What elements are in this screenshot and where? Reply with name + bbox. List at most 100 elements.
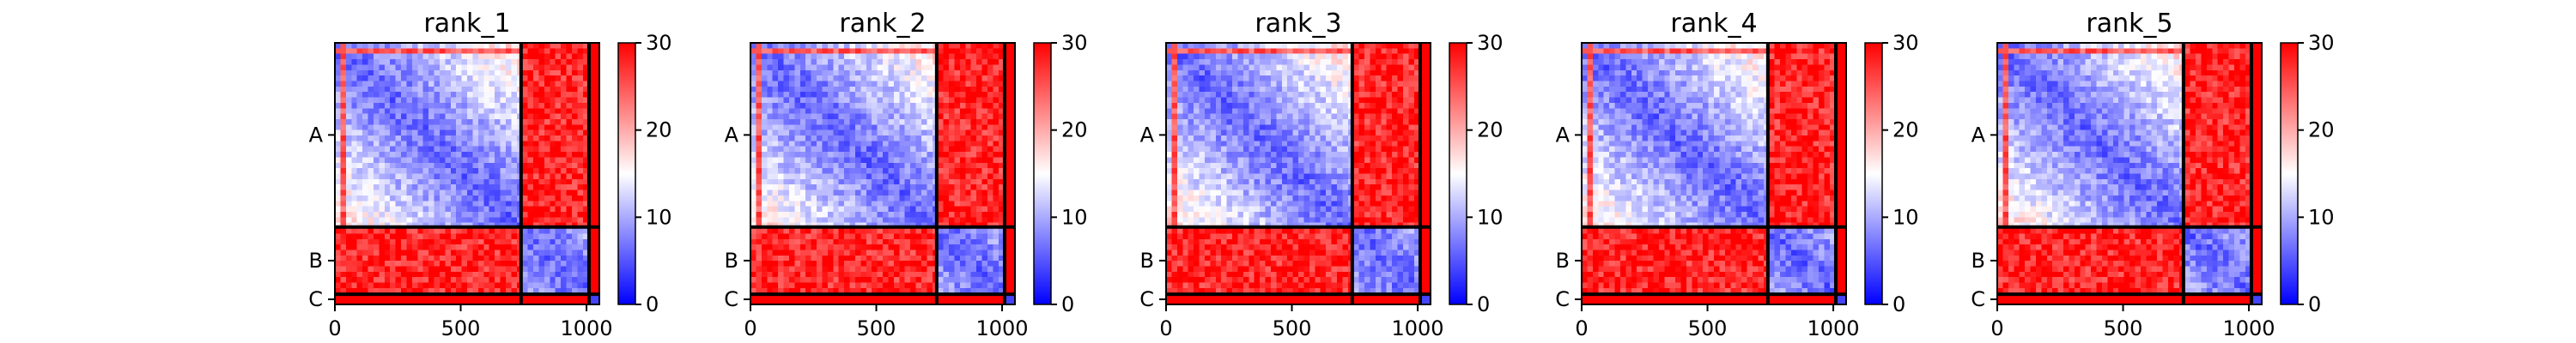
heatmap-cell (555, 118, 562, 125)
heatmap-cell (428, 233, 434, 240)
heatmap-cell (356, 261, 363, 267)
heatmap-cell (550, 64, 556, 71)
heatmap-cell (582, 48, 589, 55)
heatmap-cell (1009, 233, 1016, 240)
heatmap-cell (472, 184, 479, 190)
heatmap-cell (538, 113, 545, 120)
heatmap-cell (794, 168, 801, 174)
heatmap-cell (805, 81, 811, 87)
heatmap-cell (872, 69, 878, 76)
heatmap-cell (915, 59, 922, 65)
heatmap-cell (799, 141, 806, 147)
heatmap-cell (970, 250, 977, 256)
heatmap-cell (390, 190, 396, 196)
heatmap-cell (527, 92, 534, 98)
heatmap-cell (351, 173, 358, 180)
heatmap-cell (888, 162, 895, 169)
heatmap-cell (822, 86, 829, 93)
heatmap-cell (772, 59, 779, 65)
heatmap-cell (761, 255, 768, 262)
heatmap-cell (750, 64, 756, 71)
heatmap-cell (489, 217, 495, 224)
heatmap-cell (750, 48, 756, 55)
heatmap-cell (561, 266, 567, 273)
heatmap-cell (593, 233, 600, 240)
heatmap-cell (428, 168, 434, 174)
heatmap-cell (1260, 59, 1266, 65)
heatmap-cell (860, 255, 867, 262)
heatmap-cell (965, 206, 972, 213)
heatmap-cell (340, 118, 347, 125)
heatmap-cell (511, 238, 518, 245)
heatmap-cell (817, 282, 823, 289)
heatmap-cell (1358, 43, 1365, 49)
heatmap-cell (533, 75, 539, 81)
heatmap-cell (1381, 59, 1388, 65)
heatmap-cell (439, 201, 446, 208)
heatmap-cell (555, 293, 562, 300)
heatmap-cell (778, 250, 784, 256)
heatmap-cell (356, 173, 363, 180)
heatmap-cell (593, 53, 600, 60)
heatmap-cell (582, 162, 589, 169)
heatmap-cell (993, 168, 999, 174)
heatmap-cell (817, 233, 823, 240)
heatmap-cell (893, 168, 900, 174)
heatmap-cell (527, 217, 534, 224)
heatmap-cell (794, 48, 801, 55)
heatmap-cell (368, 129, 374, 136)
heatmap-cell (390, 43, 396, 49)
heatmap-cell (1215, 59, 1222, 65)
heatmap-cell (838, 152, 845, 158)
heatmap-cell (844, 135, 850, 141)
heatmap-cell (362, 233, 368, 240)
heatmap-cell (1331, 69, 1338, 76)
heatmap-cell (910, 293, 916, 300)
heatmap-cell (987, 228, 993, 234)
heatmap-cell (368, 277, 374, 283)
heatmap-cell (495, 64, 501, 71)
heatmap-cell (976, 69, 982, 76)
heatmap-cell (561, 201, 567, 208)
heatmap-cell (849, 195, 856, 202)
heatmap-cell (472, 168, 479, 174)
heatmap-cell (761, 228, 768, 234)
heatmap-cell (500, 168, 507, 174)
heatmap-cell (483, 152, 490, 158)
heatmap-cell (472, 282, 479, 289)
heatmap-cell (495, 97, 501, 104)
heatmap-cell (505, 157, 512, 164)
heatmap-cell (384, 238, 391, 245)
heatmap-cell (783, 238, 790, 245)
heatmap-cell (772, 162, 779, 169)
heatmap-cell (555, 69, 562, 76)
heatmap-cell (588, 201, 594, 208)
heatmap-cell (571, 81, 578, 87)
heatmap-cell (550, 233, 556, 240)
heatmap-cell (833, 48, 840, 55)
heatmap-cell (472, 75, 479, 81)
heatmap-cell (1276, 43, 1283, 49)
heatmap-cell (445, 244, 452, 250)
heatmap-cell (505, 141, 512, 147)
heatmap-cell (362, 228, 368, 234)
heatmap-cell (505, 271, 512, 278)
heatmap-cell (827, 86, 834, 93)
heatmap-cell (373, 271, 380, 278)
heatmap-cell (411, 141, 418, 147)
heatmap-cell (805, 157, 811, 164)
heatmap-cell (767, 64, 774, 71)
heatmap-cell (799, 261, 806, 267)
heatmap-cell (489, 238, 495, 245)
heatmap-cell (335, 277, 341, 283)
heatmap-cell (1331, 75, 1338, 81)
heatmap-cell (527, 43, 534, 49)
heatmap-cell (987, 43, 993, 49)
heatmap-cell (522, 293, 528, 300)
heatmap-cell (483, 75, 490, 81)
heatmap-cell (794, 141, 801, 147)
heatmap-cell (439, 108, 446, 114)
heatmap-cell (998, 146, 1005, 153)
heatmap-cell (778, 298, 784, 305)
